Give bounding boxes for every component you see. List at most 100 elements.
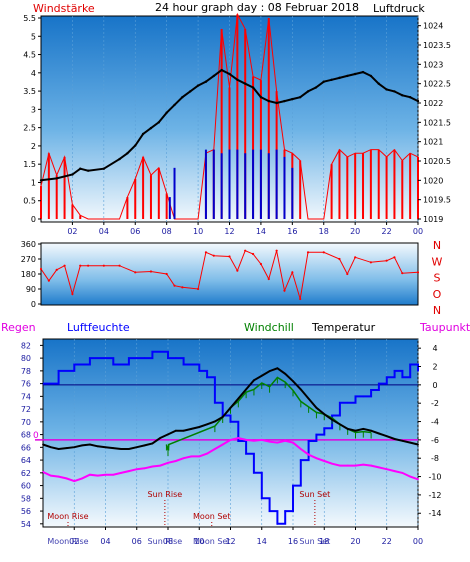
humidity-temperature-panel: Regen Luftfeuchte Windchill Temperatur T… (1, 321, 470, 546)
astro-event-axis-label: Sun Rise (148, 537, 183, 546)
temperature-point (268, 370, 271, 372)
humidity-point (120, 363, 123, 366)
humidity-tick-label: 58 (21, 494, 31, 503)
temperature-point (362, 427, 365, 430)
temperature-tick-label: -10 (428, 473, 441, 482)
taupunkt-label: Taupunkt (419, 321, 470, 334)
x-tick-label: 14 (256, 227, 266, 236)
humidity-point (338, 401, 341, 404)
wind-tick-label: 4.5 (23, 51, 36, 60)
pressure-point (86, 169, 90, 172)
temperature-point (229, 406, 232, 409)
dewpoint-point (354, 464, 357, 467)
x-tick-label: 20 (350, 537, 360, 546)
x-tick-label: 14 (257, 537, 267, 546)
temperature-axis: -14 -12 -10 -8 -6 -4 -2 0 2 4 (418, 344, 442, 518)
temperature-point (401, 439, 404, 442)
temperature-point (378, 432, 380, 435)
humidity-point (268, 510, 271, 512)
pressure-point (189, 90, 192, 93)
dewpoint-point (409, 475, 412, 478)
degree-tick-label: 270 (21, 255, 36, 264)
humidity-point (253, 471, 255, 474)
dewpoint-point (260, 438, 263, 441)
wind-direction-point (63, 264, 66, 267)
x-tick-label: 16 (288, 537, 298, 546)
pressure-point (259, 96, 263, 99)
x-tick-label: 20 (350, 227, 360, 236)
humidity-point (135, 357, 138, 360)
wind-direction-point (87, 264, 90, 267)
wind-direction-point (228, 255, 231, 258)
pressure-tick-label: 1024 (423, 22, 443, 31)
temperature-tick-label: -4 (431, 418, 439, 427)
pressure-tick-label: 1022 (423, 99, 443, 108)
wind-pressure-series (39, 12, 420, 220)
humidity-tick-label: 62 (21, 469, 31, 478)
dewpoint-point (276, 441, 279, 444)
dewpoint-point (229, 438, 232, 441)
pressure-point (408, 96, 412, 99)
wind-direction-point (118, 264, 121, 267)
humidity-tick-label: 66 (21, 443, 31, 452)
humidity-point (104, 357, 107, 360)
wind-tick-label: 0 (31, 215, 36, 224)
dewpoint-point (182, 457, 185, 460)
dewpoint-point (112, 473, 115, 476)
temperature-point (182, 429, 185, 432)
humidity-tick-label: 54 (21, 520, 31, 529)
wind-direction-point (354, 256, 357, 259)
humidity-point (88, 357, 91, 360)
wind-direction-point (267, 277, 270, 281)
wind-direction-point (102, 264, 105, 267)
wind-tick-label: 0.5 (23, 197, 36, 206)
temperature-tick-label: 2 (432, 363, 437, 372)
dewpoint-point (362, 463, 365, 466)
x-tick-label: 08 (162, 227, 172, 236)
humidity-tick-label: 64 (21, 456, 31, 465)
dewpoint-point (159, 464, 162, 467)
pressure-point (244, 82, 247, 85)
pressure-point (346, 74, 349, 78)
temperature-point (81, 444, 83, 447)
wind-speed-line (40, 12, 419, 220)
dewpoint-point (253, 439, 255, 442)
astro-event-label: Moon Rise (47, 512, 88, 521)
humidity-point (370, 389, 373, 391)
wind-direction-point (259, 262, 263, 266)
temperatur-label: Temperatur (311, 321, 376, 334)
x-tick-label: 04 (99, 227, 109, 236)
temperature-point (385, 435, 388, 438)
humidity-tick-label: 74 (21, 392, 31, 401)
pressure-point (369, 74, 373, 78)
humidity-temperature-x-axis: 02 04 06 08 10 12 14 16 18 20 22 00 (69, 527, 423, 546)
pressure-axis: 1019 1019.5 1020 1020.5 1021 1021.5 1022 1022.5… (418, 22, 451, 224)
humidity-tick-label: 60 (21, 482, 31, 491)
degree-tick-label: 360 (21, 240, 36, 249)
temperature-point (159, 437, 162, 439)
humidity-tick-label: 72 (21, 405, 31, 414)
x-tick-label: 02 (67, 227, 77, 236)
temperature-point (57, 448, 60, 450)
pressure-tick-label: 1020 (423, 176, 443, 185)
dewpoint-point (284, 439, 287, 442)
temperature-point (120, 448, 123, 450)
x-tick-label: 02 (69, 537, 79, 546)
temperature-point (96, 445, 99, 448)
temperature-tick-label: -6 (431, 436, 439, 445)
dewpoint-point (143, 467, 146, 470)
temperature-point (135, 446, 138, 449)
temperature-point (73, 446, 76, 449)
degree-tick-label: 0 (31, 300, 36, 309)
wind-direction-point (401, 272, 404, 275)
compass-label: N (433, 239, 441, 252)
wind-direction-point (212, 254, 215, 257)
temperature-point (174, 429, 177, 432)
dewpoint-point (299, 448, 302, 450)
x-tick-label: 12 (224, 227, 234, 236)
humidity-tick-label: 68 (21, 431, 31, 440)
humidity-point (143, 357, 146, 360)
humidity-point (213, 401, 216, 404)
luftfeuchte-label: Luftfeuchte (67, 321, 130, 334)
